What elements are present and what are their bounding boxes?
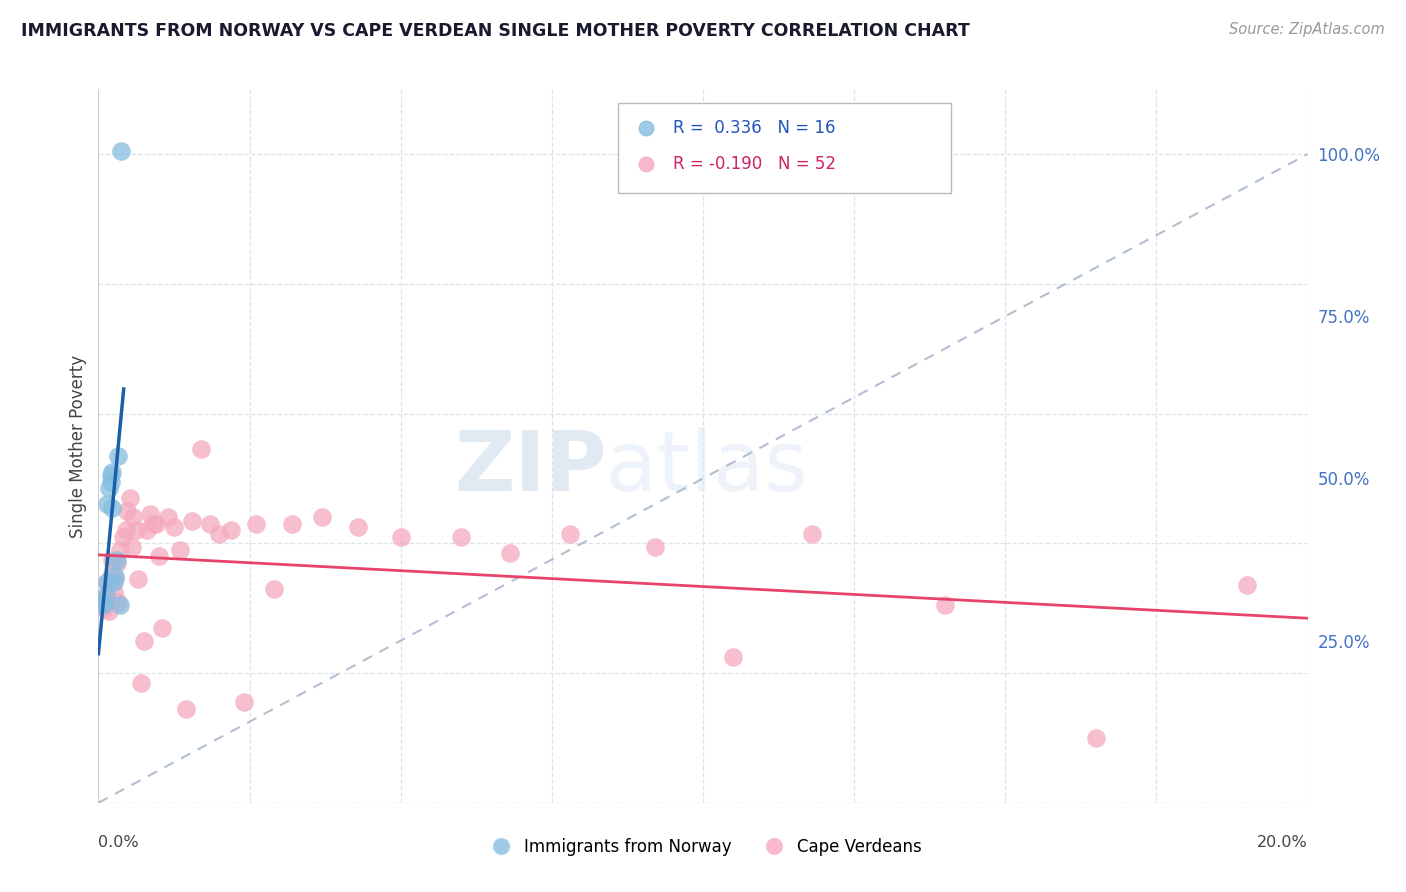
Point <box>94 588 117 602</box>
Point <box>142 516 165 531</box>
Point <box>107 449 129 463</box>
Point <box>96 575 118 590</box>
Text: ZIP: ZIP <box>454 427 606 508</box>
Text: R = -0.190   N = 52: R = -0.190 N = 52 <box>673 155 835 173</box>
Point <box>190 442 212 457</box>
Point <box>389 530 412 544</box>
Point <box>723 649 745 664</box>
Point <box>200 516 222 531</box>
Point <box>1236 578 1258 592</box>
Text: Source: ZipAtlas.com: Source: ZipAtlas.com <box>1229 22 1385 37</box>
FancyBboxPatch shape <box>619 103 950 193</box>
Point <box>111 530 134 544</box>
Point <box>263 582 285 596</box>
Point <box>114 524 136 538</box>
Point <box>129 675 152 690</box>
Point <box>96 575 118 590</box>
Point <box>934 598 956 612</box>
Point <box>174 702 197 716</box>
Legend: Immigrants from Norway, Cape Verdeans: Immigrants from Norway, Cape Verdeans <box>478 831 928 863</box>
Point <box>94 591 117 606</box>
Text: R =  0.336   N = 16: R = 0.336 N = 16 <box>673 120 835 137</box>
Point <box>100 465 122 479</box>
Point <box>450 530 472 544</box>
Point <box>232 695 254 709</box>
Point <box>208 526 231 541</box>
Text: 20.0%: 20.0% <box>1257 835 1308 850</box>
Point <box>108 598 131 612</box>
Point <box>245 516 267 531</box>
Point <box>121 540 143 554</box>
Point <box>181 514 204 528</box>
Point <box>148 549 170 564</box>
Point <box>100 475 122 489</box>
Point <box>311 510 333 524</box>
Point <box>139 507 162 521</box>
Point <box>558 526 581 541</box>
Point <box>125 524 148 538</box>
Text: 0.0%: 0.0% <box>98 835 139 850</box>
Point <box>104 568 127 582</box>
Text: IMMIGRANTS FROM NORWAY VS CAPE VERDEAN SINGLE MOTHER POVERTY CORRELATION CHART: IMMIGRANTS FROM NORWAY VS CAPE VERDEAN S… <box>21 22 970 40</box>
Point <box>105 556 128 570</box>
Point <box>104 572 127 586</box>
Point <box>100 568 122 582</box>
Point <box>108 542 131 557</box>
Point <box>281 516 304 531</box>
Point <box>498 546 520 560</box>
Point <box>132 633 155 648</box>
Point <box>96 497 118 511</box>
Point <box>107 595 129 609</box>
Point <box>100 552 122 566</box>
Point <box>110 144 132 158</box>
Point <box>103 585 125 599</box>
Point <box>98 604 121 618</box>
Point <box>105 552 128 566</box>
Point <box>100 500 122 515</box>
Point <box>150 621 173 635</box>
Point <box>118 491 141 505</box>
Point <box>163 520 186 534</box>
Point <box>127 572 149 586</box>
Point <box>93 601 115 615</box>
Point <box>156 510 179 524</box>
Point <box>122 510 145 524</box>
Point <box>800 526 823 541</box>
Point <box>644 540 666 554</box>
Point <box>169 542 191 557</box>
Y-axis label: Single Mother Poverty: Single Mother Poverty <box>69 354 87 538</box>
Point <box>1085 731 1108 745</box>
Point <box>100 468 122 483</box>
Point <box>117 504 139 518</box>
Point <box>135 524 157 538</box>
Point <box>145 516 167 531</box>
Text: atlas: atlas <box>606 427 808 508</box>
Point <box>103 575 125 590</box>
Point <box>93 595 115 609</box>
Point <box>98 481 121 495</box>
Point <box>91 598 114 612</box>
Point <box>221 524 243 538</box>
Point <box>347 520 370 534</box>
